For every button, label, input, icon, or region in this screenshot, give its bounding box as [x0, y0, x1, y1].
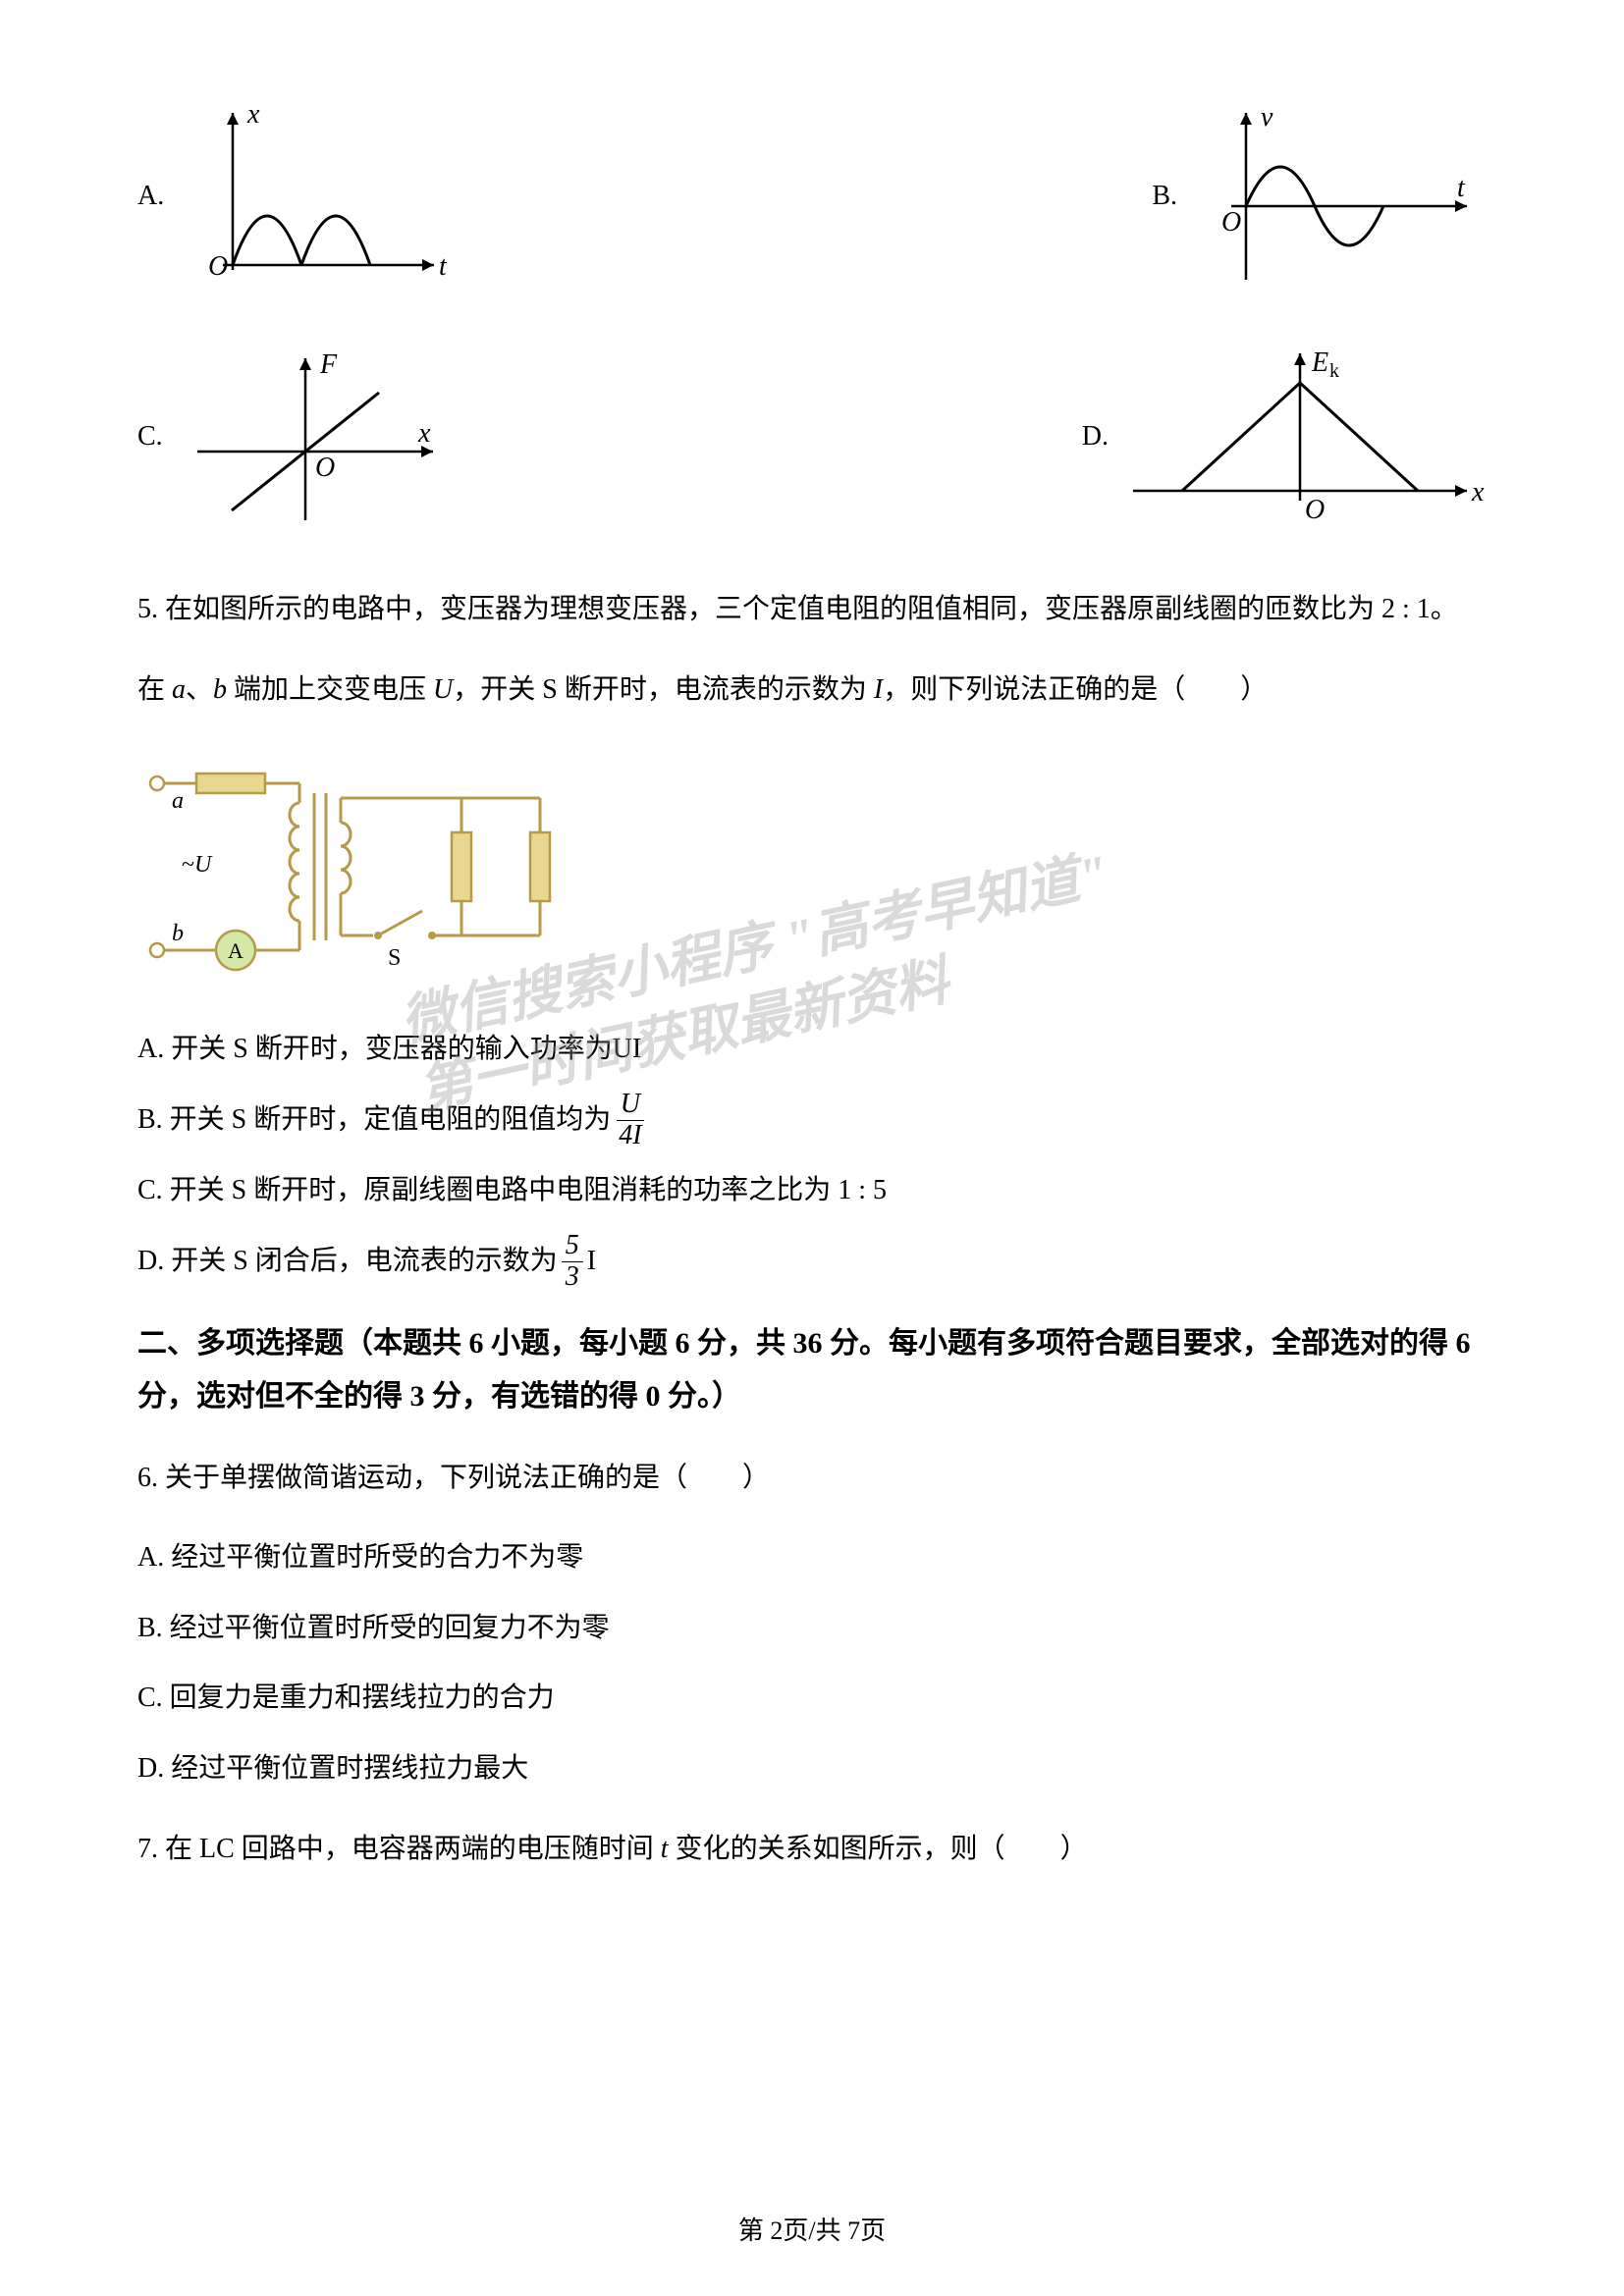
q7-t: t — [661, 1834, 669, 1864]
q5-l2-m3: ，开关 S 断开时，电流表的示数为 — [453, 674, 874, 705]
q5-l2-m1: 、 — [186, 674, 213, 705]
q5-optD-I: I — [587, 1231, 596, 1292]
page: A. O t x B. — [0, 0, 1624, 2296]
q5-optA-pre: A. 开关 S 断开时，变压器的输入功率为 — [137, 1019, 613, 1080]
graph-D-label: D. — [1082, 421, 1109, 453]
q7-pre: 7. 在 LC 回路中，电容器两端的电压随时间 — [137, 1834, 661, 1864]
q5-line2: 在 a、b 端加上交变电压 U，开关 S 断开时，电流表的示数为 I，则下列说法… — [137, 660, 1487, 721]
q5-optD-den: 3 — [562, 1262, 583, 1293]
graph-D-origin: O — [1305, 495, 1325, 525]
graph-B-xlabel: t — [1457, 173, 1466, 203]
q6-optD: D. 经过平衡位置时摆线拉力最大 — [137, 1738, 1487, 1799]
graph-D-ylabel-sub: k — [1329, 360, 1339, 382]
graph-B-ylabel: v — [1261, 102, 1273, 133]
graph-B: B. O t v — [1152, 98, 1487, 294]
q6-optB: B. 经过平衡位置时所受的回复力不为零 — [137, 1598, 1487, 1659]
q6-optA: A. 经过平衡位置时所受的合力不为零 — [137, 1527, 1487, 1588]
page-footer: 第 2页/共 7页 — [0, 2211, 1624, 2247]
section2-header: 二、多项选择题（本题共 6 小题，每小题 6 分，共 36 分。每小题有多项符合… — [137, 1317, 1487, 1423]
graph-C-label: C. — [137, 421, 163, 453]
svg-text:A: A — [228, 938, 244, 963]
svg-text:a: a — [172, 788, 184, 814]
q5-optB-frac: U 4I — [615, 1090, 645, 1151]
q5-optA: A. 开关 S 断开时，变压器的输入功率为 UI — [137, 1019, 1487, 1080]
q5-optA-UI: UI — [613, 1019, 642, 1080]
q5-optB: B. 开关 S 断开时，定值电阻的阻值均为 U 4I — [137, 1090, 1487, 1151]
q5-optB-pre: B. 开关 S 断开时，定值电阻的阻值均为 — [137, 1090, 611, 1150]
graph-D-xlabel: x — [1471, 477, 1485, 507]
graph-D: D. O x E k — [1082, 344, 1487, 530]
svg-text:~U: ~U — [182, 852, 213, 878]
q5-l2-pre: 在 — [137, 674, 172, 705]
q5-l2-a: a — [172, 674, 186, 705]
q5-optC: C. 开关 S 断开时，原副线圈电路中电阻消耗的功率之比为 1 : 5 — [137, 1160, 1487, 1221]
graph-B-label: B. — [1152, 181, 1177, 212]
q5-optD-frac: 5 3 — [562, 1231, 583, 1293]
svg-text:b: b — [172, 921, 184, 946]
q7-text: 7. 在 LC 回路中，电容器两端的电压随时间 t 变化的关系如图所示，则（ ） — [137, 1819, 1487, 1880]
graph-C: C. O x F — [137, 344, 453, 530]
circuit-diagram: a b ~U A — [137, 744, 1487, 994]
q5-optD-pre: D. 开关 S 闭合后，电流表的示数为 — [137, 1231, 558, 1292]
q5-l2-I: I — [874, 674, 883, 705]
svg-text:S: S — [388, 945, 401, 971]
q5-optD: D. 开关 S 闭合后，电流表的示数为 5 3 I — [137, 1231, 1487, 1293]
q5-l2-end: ，则下列说法正确的是（ ） — [883, 674, 1268, 705]
q6-text: 6. 关于单摆做简谐运动，下列说法正确的是（ ） — [137, 1448, 1487, 1509]
q5-line1: 5. 在如图所示的电路中，变压器为理想变压器，三个定值电阻的阻值相同，变压器原副… — [137, 579, 1487, 640]
q5-optD-num: 5 — [562, 1231, 583, 1262]
graph-C-origin: O — [315, 453, 335, 483]
graph-A: A. O t x — [137, 98, 454, 294]
q5-l2-m2: 端加上交变电压 — [227, 674, 433, 705]
graph-A-ylabel: x — [246, 99, 260, 130]
graph-B-origin: O — [1221, 207, 1241, 238]
q7-post: 变化的关系如图所示，则（ ） — [669, 1834, 1088, 1864]
q5-optB-den: 4I — [615, 1121, 645, 1151]
q5-l2-b: b — [213, 674, 227, 705]
q5-optB-num: U — [617, 1090, 644, 1121]
q5-l2-U: U — [433, 674, 453, 705]
graph-D-ylabel: E — [1311, 347, 1328, 378]
graph-B-svg: O t v — [1192, 98, 1487, 294]
graph-A-svg: O t x — [179, 98, 454, 294]
graph-C-svg: O x F — [178, 344, 453, 530]
graph-row-2: C. O x F D. O x — [137, 344, 1487, 530]
graph-A-xlabel: t — [439, 251, 448, 282]
graph-A-origin: O — [208, 251, 228, 282]
graph-A-label: A. — [137, 181, 164, 212]
graph-C-xlabel: x — [417, 418, 431, 449]
graph-row-1: A. O t x B. — [137, 98, 1487, 294]
graph-C-ylabel: F — [319, 349, 338, 380]
graph-D-svg: O x E k — [1123, 344, 1487, 530]
q6-optC: C. 回复力是重力和摆线拉力的合力 — [137, 1668, 1487, 1729]
